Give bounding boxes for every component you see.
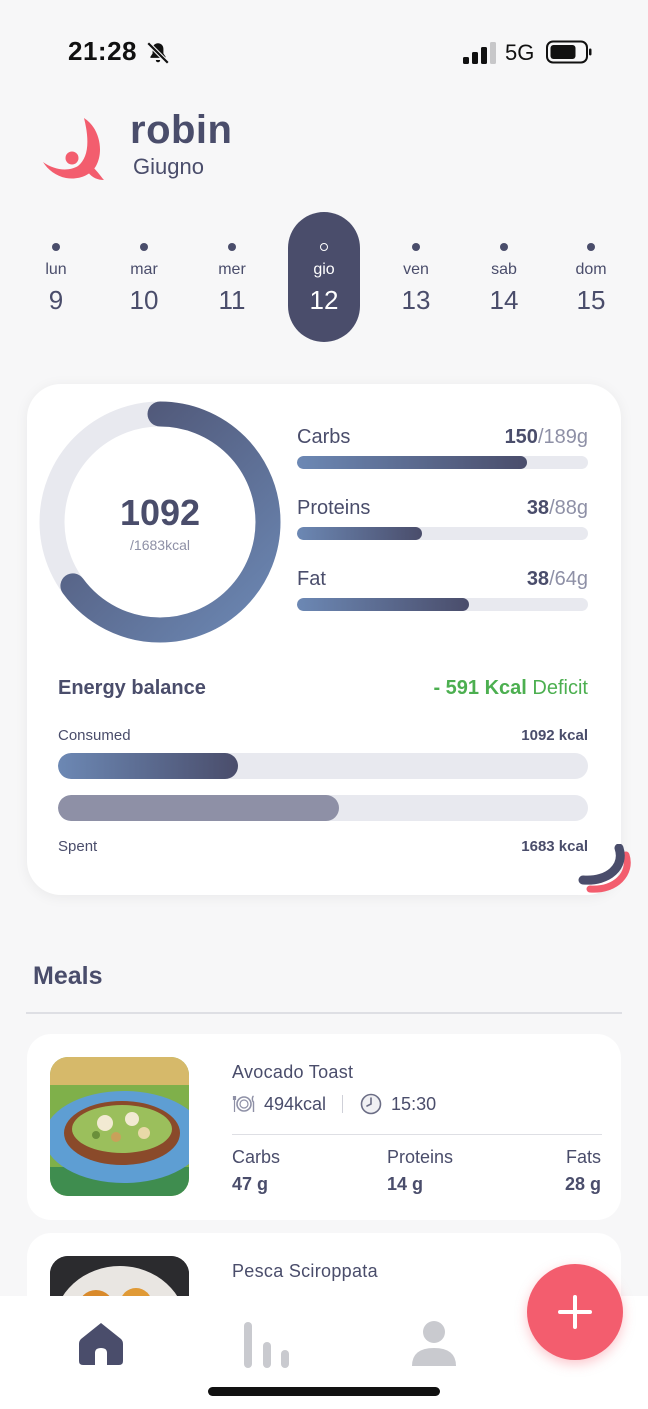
energy-balance-title: Energy balance — [58, 677, 206, 699]
calories-goal: /1683kcal — [130, 537, 190, 553]
macro-name: Fat — [297, 568, 326, 590]
day-number: 11 — [218, 285, 246, 315]
nutrient-value: 47 g — [232, 1174, 269, 1194]
meal-proteins: Proteins 14 g — [387, 1147, 453, 1195]
nutrient-label: Proteins — [387, 1147, 454, 1167]
day-number: 10 — [129, 285, 159, 315]
day-name: sab — [491, 261, 517, 278]
consumed-bar-fill — [58, 753, 239, 779]
meal-name: Avocado Toast — [232, 1062, 354, 1082]
plus-icon — [558, 1295, 592, 1329]
meals-divider — [26, 1012, 622, 1014]
calorie-ring-progress — [39, 401, 281, 643]
nutrient-label: Fats — [565, 1147, 601, 1167]
day-number: 9 — [48, 285, 64, 315]
meal-divider — [232, 1134, 602, 1135]
macro-progress-fill — [297, 527, 423, 540]
day-name: gio — [313, 261, 335, 278]
macro-name: Proteins — [297, 497, 371, 519]
brand-name: robin — [130, 108, 233, 152]
day-indicator-dot — [587, 243, 595, 251]
energy-deficit: - 591 Kcal Deficit — [433, 677, 588, 699]
macro-progress-fill — [297, 598, 469, 611]
consumed-value: 1092 kcal — [521, 727, 588, 744]
meals-section-title: Meals — [33, 962, 103, 990]
macro-progress-track — [297, 456, 588, 469]
stats-icon[interactable] — [243, 1320, 291, 1368]
day-thu-selected[interactable]: gio 12 — [288, 212, 360, 342]
day-indicator-dot — [52, 243, 60, 251]
home-icon[interactable] — [78, 1320, 124, 1366]
macro-progress-track — [297, 527, 588, 540]
day-name: lun — [45, 261, 67, 278]
day-indicator-dot — [140, 243, 148, 251]
spent-value: 1683 kcal — [521, 838, 588, 855]
status-time: 21:28 — [68, 36, 137, 66]
meta-separator — [342, 1095, 344, 1113]
consumed-label: Consumed — [58, 727, 131, 744]
corner-arc-icon — [578, 844, 631, 893]
month-label: Giugno — [133, 154, 204, 179]
day-tue[interactable]: mar 10 — [108, 212, 180, 342]
meal-time: 15:30 — [391, 1093, 437, 1114]
calories-consumed: 1092 — [119, 492, 201, 533]
spent-bar — [58, 795, 588, 821]
day-mon[interactable]: lun 9 — [20, 212, 92, 342]
consumed-bar — [58, 753, 588, 779]
nutrient-label: Carbs — [232, 1147, 281, 1167]
day-wed[interactable]: mer 11 — [196, 212, 268, 342]
macro-progress-fill — [297, 456, 527, 469]
macro-value: 38/88g — [526, 497, 588, 519]
nutrient-value: 14 g — [387, 1174, 424, 1194]
daily-summary-card[interactable]: 1092 /1683kcal Carbs 150/189g Proteins 3… — [27, 384, 631, 895]
day-indicator-dot — [500, 243, 508, 251]
day-indicator-dot — [412, 243, 420, 251]
macro-progress-track — [297, 598, 588, 611]
meal-meta: 494kcal 15:30 — [232, 1092, 436, 1116]
nutrient-value: 28 g — [564, 1174, 601, 1194]
calorie-ring — [39, 401, 281, 643]
meal-photo — [50, 1057, 189, 1196]
day-name: ven — [403, 261, 429, 278]
robin-logo-icon — [43, 118, 104, 180]
home-indicator[interactable] — [208, 1387, 440, 1396]
signal-icon — [463, 42, 496, 64]
day-number: 13 — [401, 285, 431, 315]
day-name: mar — [130, 261, 158, 278]
day-sat[interactable]: sab 14 — [468, 212, 540, 342]
day-number: 15 — [576, 285, 606, 315]
bell-slash-icon — [146, 41, 170, 65]
week-strip: lun 9 mar 10 mer 11 gio 12 ven 13 sab 14… — [20, 212, 628, 342]
macro-name: Carbs — [297, 426, 351, 448]
spent-label: Spent — [58, 838, 98, 855]
meal-name: Pesca Sciroppata — [232, 1261, 378, 1281]
day-fri[interactable]: ven 13 — [380, 212, 452, 342]
day-number: 12 — [309, 285, 339, 315]
day-sun[interactable]: dom 15 — [555, 212, 627, 342]
day-indicator-dot — [320, 243, 328, 251]
status-bar: 21:28 5G — [0, 0, 648, 100]
macro-value: 150/189g — [504, 426, 588, 448]
profile-icon[interactable] — [411, 1320, 457, 1366]
meal-kcal: 494kcal — [264, 1093, 327, 1114]
add-meal-button[interactable] — [527, 1264, 623, 1360]
day-name: dom — [575, 261, 607, 278]
day-number: 14 — [489, 285, 519, 315]
day-indicator-dot — [228, 243, 236, 251]
plate-icon — [232, 1095, 255, 1112]
clock-icon — [360, 1093, 382, 1115]
meal-carbs: Carbs 47 g — [232, 1147, 280, 1195]
day-name: mer — [218, 261, 246, 278]
meal-card-avocado-toast[interactable]: Avocado Toast 494kcal 15:30 Carbs 47 g P… — [27, 1034, 621, 1220]
meal-fats: Fats 28 g — [565, 1147, 601, 1195]
network-label: 5G — [505, 40, 535, 65]
battery-icon — [546, 40, 592, 64]
macro-value: 38/64g — [526, 568, 588, 590]
spent-bar-fill — [58, 795, 339, 821]
